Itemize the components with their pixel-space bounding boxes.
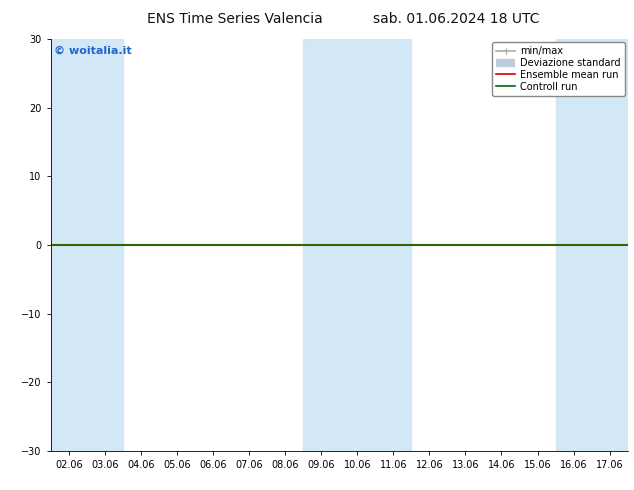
Text: © woitalia.it: © woitalia.it [54, 46, 131, 55]
Legend: min/max, Deviazione standard, Ensemble mean run, Controll run: min/max, Deviazione standard, Ensemble m… [492, 42, 624, 96]
Bar [51, 39, 123, 451]
Bar [555, 39, 628, 451]
Text: sab. 01.06.2024 18 UTC: sab. 01.06.2024 18 UTC [373, 12, 540, 26]
Bar [303, 39, 411, 451]
Text: ENS Time Series Valencia: ENS Time Series Valencia [146, 12, 323, 26]
